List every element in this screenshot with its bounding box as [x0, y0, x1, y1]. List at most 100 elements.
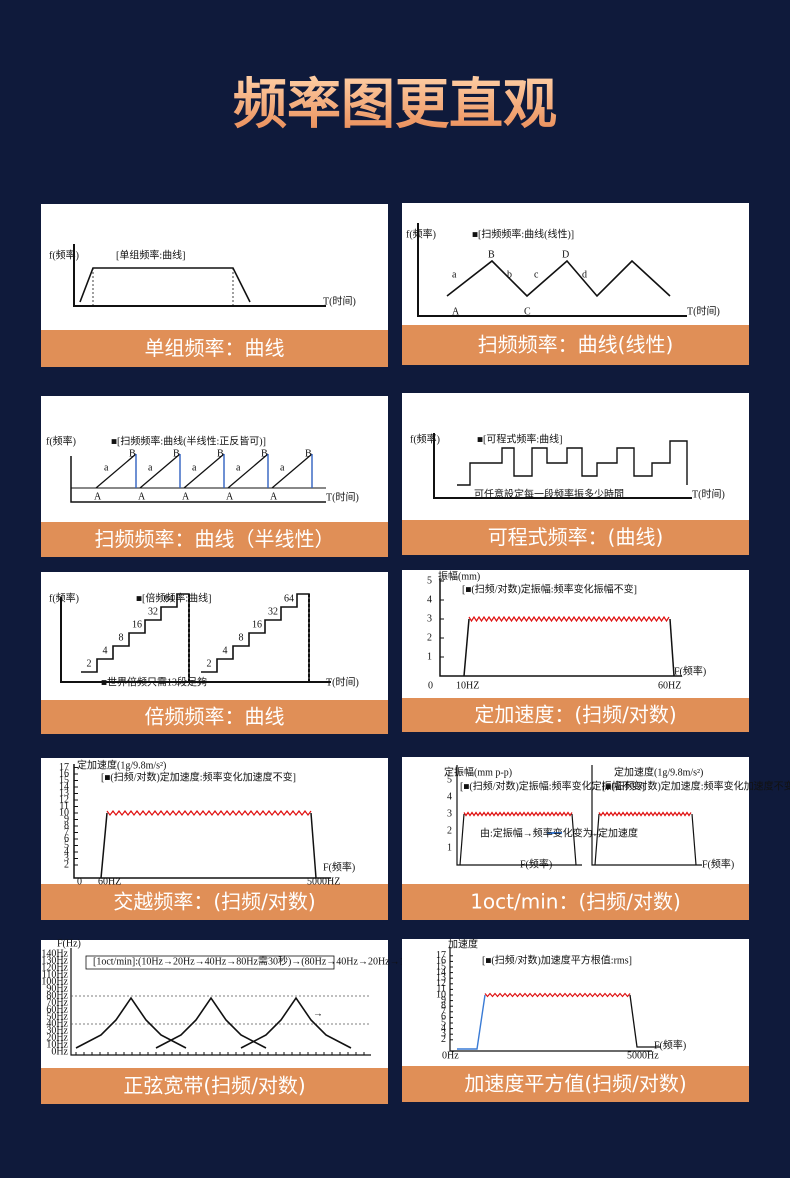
axis: [73, 764, 331, 879]
label: C: [524, 306, 531, 317]
label: 4: [447, 791, 452, 802]
label: A: [270, 491, 278, 502]
label: 13: [436, 972, 446, 983]
label: 加速度: [448, 937, 478, 950]
label: 60HZ: [98, 876, 121, 887]
panel: 正弦宽带(扫频/对数)140Hz130Hz120Hz110Hz100Hz90Hz…: [41, 938, 455, 1104]
axis: [591, 765, 702, 866]
curve: [691, 813, 697, 866]
curve: [459, 813, 465, 866]
label: [■(扫频/对数)加速度平方根值:rms]: [482, 953, 632, 966]
label: a: [104, 462, 109, 473]
curve: [629, 994, 660, 1048]
label: F(Hz): [57, 938, 81, 949]
axis: [417, 223, 687, 317]
label: 9: [64, 814, 69, 825]
zigzag: [463, 811, 573, 817]
label: a: [452, 269, 457, 280]
panel-background: [41, 758, 388, 884]
label: 定加速度(1g/9.8m/s²): [77, 758, 166, 771]
curve: [310, 812, 317, 879]
label: 可任意設定每一段频率振多少時間: [474, 487, 624, 500]
curve: [183, 453, 225, 489]
curve: [75, 996, 187, 1049]
label: 定加速度(1g/9.8m/s²): [614, 765, 703, 778]
label: →定加速度: [588, 826, 638, 839]
label: f(频率): [410, 432, 440, 445]
caption-background: [402, 698, 749, 732]
label: 5: [64, 840, 69, 851]
label: 4: [223, 645, 228, 656]
curve: [81, 593, 190, 682]
panel: 扫频频率：曲线(线性) f(频率) ■[扫频频率:曲线(线性)] a Bb c Dd A C T(…: [402, 203, 749, 365]
label: A: [452, 306, 460, 317]
label: 32: [268, 606, 278, 617]
panel-caption: 1oct/min：(扫频/对数): [470, 890, 681, 914]
panel-caption: 交越频率：(扫频/对数): [113, 890, 315, 914]
label: 7: [64, 827, 69, 838]
curve: [100, 812, 108, 879]
axis: [70, 456, 326, 503]
label: a: [192, 462, 197, 473]
label: 30Hz: [46, 1025, 68, 1036]
panel-background: [402, 939, 749, 1066]
label: 17: [436, 950, 446, 961]
label: B: [129, 448, 136, 459]
label: f(频率): [49, 591, 79, 604]
label: B: [217, 448, 224, 459]
label: 13: [59, 788, 69, 799]
curve: [79, 267, 251, 303]
label: 10Hz: [46, 1039, 68, 1050]
label: 10: [436, 989, 446, 1000]
label: [单组频率:曲线]: [116, 248, 185, 261]
label: [■(扫频/对数)定加速度:频率变化加速度不变]: [101, 770, 296, 783]
label: T(时间): [326, 490, 359, 503]
label: 10HZ: [456, 680, 479, 691]
caption-background: [402, 1066, 749, 1102]
panel-caption: 加速度平方值(扫频/对数): [464, 1072, 686, 1096]
label: f(频率): [49, 248, 79, 261]
zigzag: [106, 810, 312, 816]
label: 90Hz: [46, 983, 68, 994]
label: A: [226, 491, 234, 502]
label: A: [182, 491, 190, 502]
caption-background: [41, 522, 388, 557]
label: 2: [87, 658, 92, 669]
label: 64: [284, 593, 294, 604]
label: 140Hz: [41, 948, 68, 959]
panel-caption: 倍频频率：曲线: [145, 705, 285, 729]
label: 0: [77, 876, 82, 887]
label: a: [148, 462, 153, 473]
label: T(时间): [323, 294, 356, 307]
curve: [227, 453, 269, 489]
panel: 单组频率：曲线 f(频率) [单组频率:曲线] T(时间): [41, 204, 388, 367]
label: [■(扫频/对数)定振幅:频率变化振幅不变]: [462, 582, 637, 595]
label: D: [562, 249, 569, 260]
label: 4: [427, 594, 432, 605]
label: 由:定振幅→频率变化变为→: [480, 826, 603, 839]
label: 15: [59, 775, 69, 786]
label: 1: [427, 651, 432, 662]
axis: [439, 578, 682, 677]
label: ■世界倍频只需13段足夠: [101, 675, 207, 688]
panel-background: [41, 204, 388, 330]
label: 8: [64, 820, 69, 831]
label: 8: [441, 1000, 446, 1011]
panel: 扫频频率：曲线（半线性） a B Aa B Aa B Aa B Aa B Af(频率) ■[扫频频率:曲…: [41, 396, 388, 557]
curve: [271, 453, 313, 489]
zigzag: [598, 811, 692, 817]
caption-background: [41, 1068, 388, 1104]
label: d: [582, 269, 587, 280]
caption-background: [402, 520, 749, 555]
label: a: [280, 462, 285, 473]
label: 0Hz: [442, 1050, 459, 1061]
label: 6: [64, 833, 69, 844]
axis: [73, 244, 326, 307]
caption-background: [41, 884, 388, 920]
page-title: 频率图更直观: [233, 73, 557, 136]
label: 130Hz: [41, 955, 68, 966]
